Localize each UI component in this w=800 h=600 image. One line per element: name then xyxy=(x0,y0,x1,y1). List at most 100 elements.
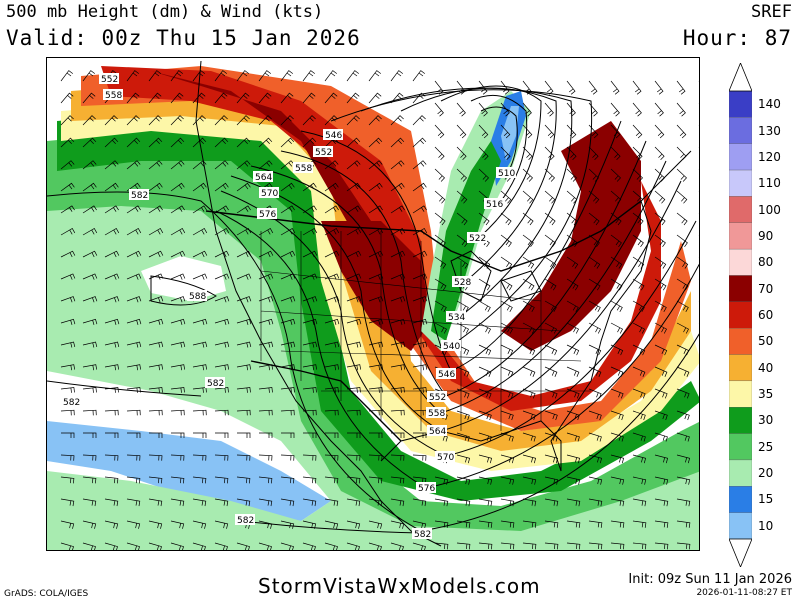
wind-barb xyxy=(126,498,141,507)
wind-barb xyxy=(522,80,532,95)
colorbar-cell xyxy=(729,407,752,434)
wind-barb xyxy=(390,318,406,325)
wind-barb xyxy=(60,115,74,126)
wind-barb xyxy=(654,498,669,507)
wind-barb xyxy=(368,137,383,148)
wind-barb xyxy=(324,182,339,192)
colorbar-cell xyxy=(729,433,752,461)
wind-barb xyxy=(654,520,669,528)
wind-barb xyxy=(390,409,405,416)
wind-barb xyxy=(478,410,492,421)
svg-text:576: 576 xyxy=(418,484,435,494)
wind-barb xyxy=(456,432,470,442)
wind-barb xyxy=(566,234,578,248)
wind-barb xyxy=(302,296,318,303)
wind-barb xyxy=(170,70,184,82)
contour-540 xyxy=(330,89,593,347)
wind-barb xyxy=(500,322,513,334)
colorbar-label: 120 xyxy=(758,149,781,164)
wind-barb xyxy=(456,102,466,117)
wind-barb xyxy=(500,212,512,226)
wind-barb xyxy=(126,364,142,371)
wind-barb xyxy=(148,318,164,325)
wind-barb xyxy=(302,115,316,126)
wind-barb xyxy=(698,389,699,390)
wind-barb xyxy=(654,80,664,95)
wind-barb xyxy=(544,344,558,356)
wind-barb xyxy=(82,160,97,170)
wind-barb xyxy=(544,322,557,334)
wind-barb xyxy=(60,160,75,170)
wind-barb xyxy=(60,70,74,82)
wind-barb xyxy=(698,433,699,434)
wind-barb xyxy=(347,432,361,438)
wind-barb xyxy=(676,234,688,248)
wind-barb xyxy=(324,250,340,258)
wind-barb xyxy=(258,318,274,325)
wind-barb xyxy=(325,432,339,438)
wind-barb xyxy=(192,364,208,371)
wind-barb xyxy=(390,296,406,303)
wind-barb xyxy=(632,146,643,161)
wind-barb xyxy=(302,364,318,371)
wind-barb xyxy=(500,498,515,507)
wind-barb xyxy=(698,411,699,412)
wind-barb xyxy=(610,388,624,399)
wind-barb xyxy=(478,278,491,291)
svg-text:558: 558 xyxy=(295,164,312,174)
contour-570 xyxy=(220,190,697,457)
wind-barb xyxy=(105,432,119,438)
wind-barb xyxy=(588,542,603,550)
wind-barb xyxy=(82,341,98,348)
wind-barb xyxy=(500,520,515,528)
wind-barb xyxy=(654,146,665,161)
wind-barb xyxy=(610,80,620,95)
svg-text:582: 582 xyxy=(63,398,80,408)
wind-barb xyxy=(148,70,162,82)
wind-barb xyxy=(148,296,164,303)
wind-barb xyxy=(588,388,602,399)
wind-barb xyxy=(654,234,666,248)
contour-label: 582 xyxy=(129,189,149,201)
wind-barb xyxy=(214,228,230,236)
wind-barb xyxy=(258,137,273,148)
wind-barb xyxy=(148,182,163,192)
wind-barb xyxy=(610,168,621,182)
colorbar-cell xyxy=(729,222,752,250)
wind-barb xyxy=(258,273,274,280)
wind-barb xyxy=(302,70,316,82)
wind-barb xyxy=(610,102,620,117)
wind-barb xyxy=(148,498,163,507)
wind-barb xyxy=(258,364,274,371)
wind-barb xyxy=(390,92,404,104)
wind-barb xyxy=(654,212,666,226)
shade-trough-lightblue xyxy=(501,106,519,161)
wind-barb xyxy=(566,454,581,464)
wind-barb xyxy=(170,341,186,348)
wind-barb xyxy=(368,318,384,325)
wind-barb xyxy=(192,273,208,280)
wind-barb xyxy=(258,542,272,550)
wind-barb xyxy=(456,498,471,507)
wind-barb xyxy=(390,160,405,170)
wind-barb xyxy=(60,454,75,461)
wind-barb xyxy=(104,498,119,507)
wind-barb xyxy=(676,542,691,550)
wind-barb xyxy=(566,410,580,421)
wind-barb xyxy=(632,124,643,139)
wind-barb xyxy=(192,115,206,126)
wind-barb xyxy=(390,387,405,393)
contour-label: 582 xyxy=(412,528,432,540)
wind-barb xyxy=(698,301,699,302)
svg-text:510: 510 xyxy=(498,169,515,179)
wind-barb xyxy=(60,182,75,192)
wind-barb xyxy=(82,409,97,416)
wind-barb xyxy=(214,70,228,82)
wind-barb xyxy=(413,432,427,438)
wind-barb xyxy=(170,520,185,529)
wind-barb xyxy=(434,234,446,248)
colorbar-cell xyxy=(729,143,752,171)
wind-barb xyxy=(478,146,489,161)
wind-barb xyxy=(303,432,317,438)
wind-barb xyxy=(82,454,97,461)
